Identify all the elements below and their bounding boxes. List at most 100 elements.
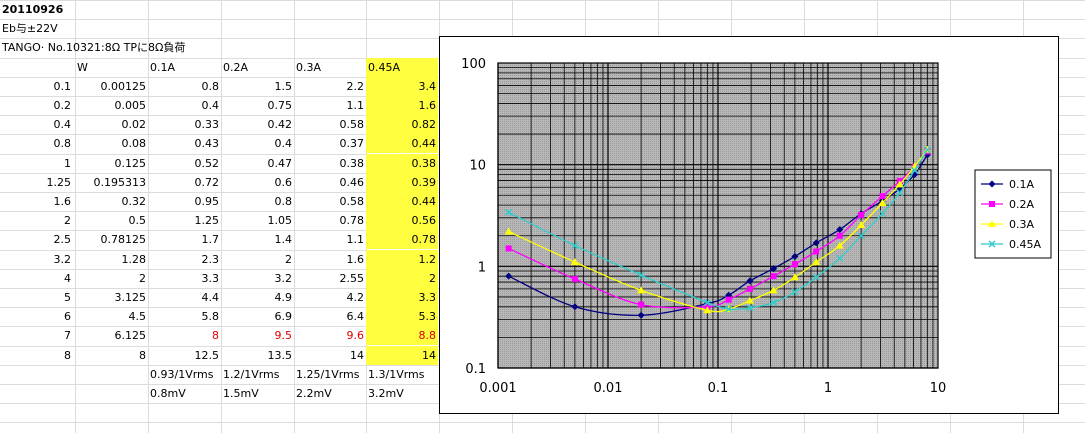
table-cell[interactable]: 0.52 xyxy=(194,156,220,170)
table-cell[interactable]: 1 xyxy=(64,156,71,170)
table-cell[interactable]: 2 xyxy=(139,271,146,285)
table-cell[interactable]: 0.33 xyxy=(194,118,220,132)
table-cell[interactable]: 0.4 xyxy=(53,118,72,132)
table-cell[interactable]: 0.44 xyxy=(366,134,438,154)
table-cell[interactable]: 0.43 xyxy=(194,137,220,151)
table-cell[interactable]: 4.4 xyxy=(201,291,220,304)
noise-cell[interactable]: 0.8mV xyxy=(150,387,186,400)
sheet-note[interactable]: TANGO· No.10321:8Ω TPに8Ω負荷 xyxy=(2,41,186,55)
table-cell[interactable]: 2.55 xyxy=(339,271,365,285)
column-header[interactable]: 0.2A xyxy=(223,60,249,74)
table-cell[interactable]: 14 xyxy=(366,345,438,365)
table-cell[interactable]: 0.195313 xyxy=(93,175,147,189)
table-cell[interactable]: 5.8 xyxy=(201,310,220,324)
sensitivity-cell[interactable]: 1.2/1Vrms xyxy=(223,367,280,381)
table-cell[interactable]: 3.3 xyxy=(366,288,438,307)
table-cell[interactable]: 4 xyxy=(64,271,71,285)
table-cell[interactable]: 2.5 xyxy=(53,233,72,247)
table-cell[interactable]: 0.38 xyxy=(339,156,365,170)
table-cell[interactable]: 0.2 xyxy=(53,99,72,112)
table-cell[interactable]: 0.8 xyxy=(274,195,293,208)
table-cell[interactable]: 0.08 xyxy=(121,137,147,151)
table-cell[interactable]: 0.75 xyxy=(267,99,293,112)
table-cell[interactable]: 0.44 xyxy=(366,192,438,211)
column-header[interactable]: 0.3A xyxy=(296,60,322,74)
table-cell[interactable]: 1.5 xyxy=(274,79,293,93)
table-cell[interactable]: 6.4 xyxy=(346,310,365,324)
table-cell[interactable]: 3.3 xyxy=(201,271,220,285)
table-cell[interactable]: 3.4 xyxy=(366,76,438,96)
table-cell[interactable]: 1.05 xyxy=(267,214,293,228)
table-cell[interactable]: 1.7 xyxy=(201,233,220,247)
table-cell[interactable]: 14 xyxy=(350,348,364,362)
table-cell[interactable]: 0.58 xyxy=(339,195,365,208)
noise-cell[interactable]: 3.2mV xyxy=(368,387,404,400)
table-cell[interactable]: 0.125 xyxy=(114,156,147,170)
sensitivity-cell[interactable]: 1.3/1Vrms xyxy=(368,367,425,381)
table-cell[interactable]: 3.2 xyxy=(53,252,72,266)
table-cell[interactable]: 0.58 xyxy=(339,118,365,132)
table-cell[interactable]: 9.6 xyxy=(346,329,365,343)
table-cell[interactable]: 1.6 xyxy=(366,96,438,115)
table-cell[interactable]: 0.4 xyxy=(201,99,220,112)
table-cell[interactable]: 0.82 xyxy=(366,115,438,135)
noise-cell[interactable]: 1.5mV xyxy=(223,387,259,400)
table-cell[interactable]: 2 xyxy=(366,268,438,288)
table-cell[interactable]: 0.56 xyxy=(366,211,438,231)
table-cell[interactable]: 2 xyxy=(285,252,292,266)
table-cell[interactable]: 0.8 xyxy=(201,79,220,93)
table-cell[interactable]: 0.38 xyxy=(366,153,438,173)
table-cell[interactable]: 5 xyxy=(64,291,71,304)
table-cell[interactable]: 1.6 xyxy=(346,252,365,266)
table-cell[interactable]: 9.5 xyxy=(274,329,293,343)
table-cell[interactable]: 0.78125 xyxy=(100,233,147,247)
table-cell[interactable]: 3.125 xyxy=(114,291,147,304)
table-cell[interactable]: 13.5 xyxy=(267,348,293,362)
table-cell[interactable]: 0.5 xyxy=(128,214,147,228)
table-cell[interactable]: 7 xyxy=(64,329,71,343)
table-cell[interactable]: 8 xyxy=(212,329,219,343)
column-header[interactable]: 0.45A xyxy=(366,57,438,77)
table-cell[interactable]: 0.8 xyxy=(53,137,72,151)
table-cell[interactable]: 1.1 xyxy=(346,99,365,112)
table-cell[interactable]: 1.2 xyxy=(366,249,438,269)
table-cell[interactable]: 8 xyxy=(139,348,146,362)
table-cell[interactable]: 0.32 xyxy=(121,195,147,208)
table-cell[interactable]: 1.25 xyxy=(46,175,72,189)
table-cell[interactable]: 0.42 xyxy=(267,118,293,132)
table-cell[interactable]: 0.00125 xyxy=(100,79,147,93)
table-cell[interactable]: 2.2 xyxy=(346,79,365,93)
chart-area[interactable]: 0.001 0.01 0.1 1 10 0.1 1 10 100 0.1A 0.2A 0.3A 0.45… xyxy=(439,36,1059,414)
sheet-title[interactable]: 20110926 xyxy=(2,3,64,16)
sensitivity-cell[interactable]: 1.25/1Vrms xyxy=(296,367,360,381)
table-cell[interactable]: 0.4 xyxy=(274,137,293,151)
table-cell[interactable]: 8.8 xyxy=(366,326,438,346)
table-cell[interactable]: 2 xyxy=(64,214,71,228)
table-cell[interactable]: 0.37 xyxy=(339,137,365,151)
noise-cell[interactable]: 2.2mV xyxy=(296,387,332,400)
table-cell[interactable]: 12.5 xyxy=(194,348,220,362)
table-cell[interactable]: 0.39 xyxy=(366,172,438,192)
table-cell[interactable]: 0.1 xyxy=(53,79,72,93)
table-cell[interactable]: 1.25 xyxy=(194,214,220,228)
table-cell[interactable]: 0.47 xyxy=(267,156,293,170)
table-cell[interactable]: 4.9 xyxy=(274,291,293,304)
table-cell[interactable]: 6.125 xyxy=(114,329,147,343)
table-cell[interactable]: 4.5 xyxy=(128,310,147,324)
table-cell[interactable]: 1.1 xyxy=(346,233,365,247)
table-cell[interactable]: 1.4 xyxy=(274,233,293,247)
table-cell[interactable]: 2.3 xyxy=(201,252,220,266)
sheet-subtitle[interactable]: Eb与±22V xyxy=(2,22,58,36)
table-cell[interactable]: 0.95 xyxy=(194,195,220,208)
sensitivity-cell[interactable]: 0.93/1Vrms xyxy=(150,367,214,381)
table-cell[interactable]: 4.2 xyxy=(346,291,365,304)
table-cell[interactable]: 0.005 xyxy=(114,99,147,112)
table-cell[interactable]: 5.3 xyxy=(366,307,438,327)
table-cell[interactable]: 1.6 xyxy=(53,195,72,208)
table-cell[interactable]: 0.72 xyxy=(194,175,220,189)
column-header[interactable]: W xyxy=(77,60,88,74)
column-header[interactable]: 0.1A xyxy=(150,60,176,74)
table-cell[interactable]: 6.9 xyxy=(274,310,293,324)
table-cell[interactable]: 0.78 xyxy=(366,230,438,250)
table-cell[interactable]: 0.78 xyxy=(339,214,365,228)
